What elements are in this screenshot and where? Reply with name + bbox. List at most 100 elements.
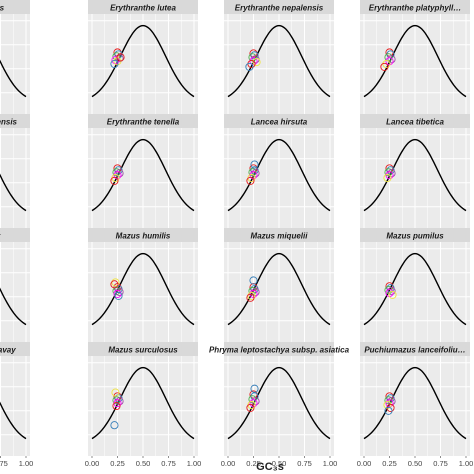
gene-point <box>111 278 120 287</box>
expected-curve <box>363 24 467 98</box>
facet-panel: Erythranthe platyphyll… <box>360 0 470 114</box>
facet-panel: Phryma leptostachya subsp. asiatica <box>209 342 350 456</box>
facet-strip <box>360 342 470 356</box>
x-axes: 0.00 0.25 0.50 0.75 1.00 0.00 0.25 0.50 0.75 1.00… <box>0 456 473 468</box>
expected-curve <box>91 24 195 98</box>
x-axis-label: GC₃s <box>256 461 284 473</box>
gene-point <box>116 53 125 62</box>
expected-curve <box>227 24 331 98</box>
gene-point <box>387 169 396 178</box>
facet-title: Erythranthe tenella <box>107 118 180 127</box>
gene-point <box>111 388 120 397</box>
facet-panel: Lancea hirsuta <box>224 114 334 228</box>
x-tick-label: 1.00 <box>187 459 202 468</box>
x-tick-label: 1.00 <box>19 459 34 468</box>
facet-panel: Puchiumazus lanceifoliu… <box>360 342 470 456</box>
gene-point <box>113 164 122 173</box>
expected-curve <box>363 138 467 212</box>
x-tick-label: 0.50 <box>272 459 287 468</box>
gene-point <box>113 392 122 401</box>
expected-curve <box>0 59 27 98</box>
gene-point <box>249 276 258 285</box>
facet-title: Mazus surculosus <box>108 346 178 355</box>
gene-point <box>247 291 256 300</box>
plot-panel <box>0 242 30 342</box>
gene-point <box>382 59 391 69</box>
x-tick-label: 0.75 <box>297 459 312 468</box>
facet-title: …umilus var. delavay <box>0 346 16 355</box>
expected-curve <box>0 173 27 212</box>
gene-point <box>252 58 261 67</box>
gene-point <box>384 406 393 415</box>
expected-curve <box>227 252 331 326</box>
x-tick-label: 0.00 <box>221 459 236 468</box>
facet-panel: …s caducifer <box>0 228 30 342</box>
gene-point <box>385 164 394 173</box>
expected-curve <box>227 138 331 212</box>
gene-point <box>115 169 124 178</box>
gene-point <box>249 283 258 292</box>
gene-point <box>113 289 122 298</box>
facet-title: Phryma leptostachya subsp. asiatica <box>209 346 350 355</box>
facet-strip <box>0 342 30 356</box>
facet-title: Mazus humilis <box>116 232 171 241</box>
facet-strip <box>88 0 198 14</box>
x-tick-label: 0.00 <box>357 459 372 468</box>
gene-point <box>386 403 395 412</box>
facet-strip <box>224 342 334 356</box>
facet-panel: …rtia orientalis <box>0 0 30 114</box>
gene-point <box>246 176 255 185</box>
facet-title: …rtia orientalis <box>0 4 5 13</box>
gene-point <box>115 54 124 63</box>
x-tick-label: 0.50 <box>136 459 151 468</box>
expected-curve <box>227 366 331 440</box>
facet-strip <box>360 228 470 242</box>
facet-panel: Mazus pumilus <box>360 228 470 342</box>
x-tick-label: 0.75 <box>433 459 448 468</box>
facet-panel: …nthe szechuanensis <box>0 114 30 228</box>
facet-panel: Erythranthe tenella <box>88 114 198 228</box>
plot-panel <box>0 128 30 228</box>
gene-point <box>245 62 254 71</box>
facet-title: Erythranthe platyphyll… <box>369 4 461 13</box>
expected-curve <box>0 401 27 440</box>
gene-point <box>385 392 394 401</box>
x-tick-label: 1.00 <box>323 459 338 468</box>
facet-title: …nthe szechuanensis <box>0 118 18 127</box>
facet-strip <box>360 114 470 128</box>
facet-panel: …umilus var. delavay <box>0 342 30 456</box>
gene-point <box>110 176 119 185</box>
facet-title: Erythranthe lutea <box>110 4 176 13</box>
facet-panel: Mazus humilis <box>88 228 198 342</box>
facet-title: Puchiumazus lanceifoliu… <box>364 346 465 355</box>
x-tick-label: 0.25 <box>382 459 397 468</box>
gene-point <box>246 403 255 412</box>
gene-point <box>385 171 394 180</box>
x-tick-label: 0.75 <box>161 459 176 468</box>
gene-point <box>115 287 124 297</box>
facet-panel: Erythranthe nepalensis <box>224 0 334 114</box>
facet-panel: Mazus surculosus <box>88 342 198 456</box>
facet-strip <box>0 114 30 128</box>
expected-curve <box>91 252 195 326</box>
gene-point <box>249 49 258 58</box>
x-tick-label: 0.00 <box>85 459 100 468</box>
facet-strip <box>88 114 198 128</box>
x-tick-label: 0.75 <box>0 459 8 468</box>
facet-panels: …rtia orientalis Erythranthe lutea Erythra… <box>0 0 470 456</box>
gene-point <box>383 400 392 410</box>
facet-title: Lancea tibetica <box>386 118 444 127</box>
facet-title: Mazus pumilus <box>386 232 444 241</box>
facet-strip <box>224 0 334 14</box>
x-tick-label: 1.00 <box>459 459 474 468</box>
facet-panel: Erythranthe lutea <box>88 0 198 114</box>
facet-strip <box>224 114 334 128</box>
facet-strip <box>88 342 198 356</box>
plot-panel <box>0 356 30 456</box>
facet-strip <box>360 0 470 14</box>
gene-point <box>387 286 396 296</box>
x-tick-label: 0.25 <box>246 459 261 468</box>
gene-point <box>110 59 119 69</box>
gene-point <box>387 55 396 64</box>
